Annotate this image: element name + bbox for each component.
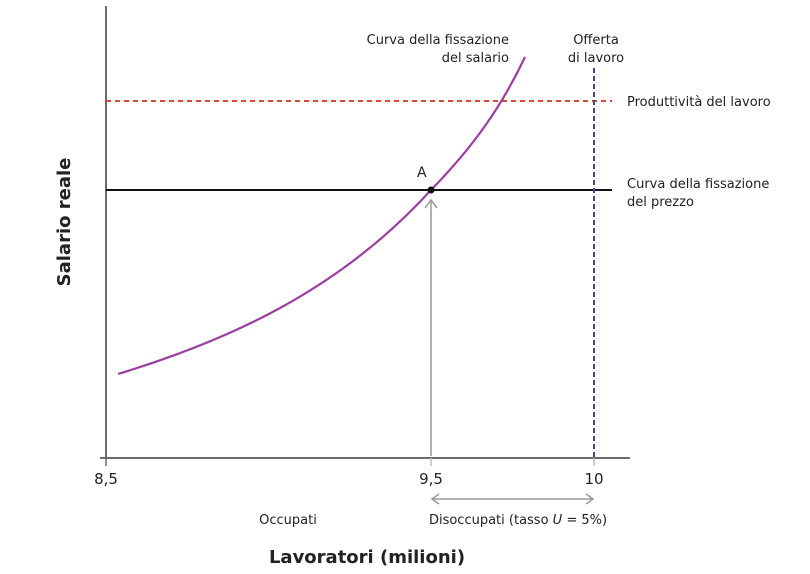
- supply-label-line1: Offerta: [573, 33, 619, 48]
- unemployed-label: Disoccupati (tasso U = 5%): [429, 513, 607, 528]
- point-a-marker: [427, 186, 435, 194]
- x-tick-label-10: 10: [584, 470, 603, 488]
- unemployment-arrow-left-head: [430, 493, 440, 505]
- y-axis-title: Salario reale: [54, 158, 75, 287]
- price-curve-label-line1: Curva della fissazione: [627, 177, 769, 192]
- x-tick-label-8-5: 8,5: [94, 470, 118, 488]
- price-curve-label-line2: del prezzo: [627, 195, 694, 210]
- unemployment-arrow-right-head: [585, 493, 595, 505]
- x-axis-title: Lavoratori (milioni): [269, 547, 465, 568]
- employment-arrow-head: [424, 198, 438, 209]
- wage-curve-label-line2: del salario: [442, 51, 509, 66]
- x-tick-label-9-5: 9,5: [419, 470, 443, 488]
- unemployed-label-suffix: = 5%): [562, 513, 607, 528]
- unemployed-label-prefix: Disoccupati (tasso: [429, 513, 553, 528]
- point-a-label: A: [417, 165, 427, 181]
- unemployed-label-var: U: [553, 513, 563, 528]
- supply-label-line2: di lavoro: [568, 51, 624, 66]
- wage-curve-label-line1: Curva della fissazione: [367, 33, 509, 48]
- employed-label: Occupati: [259, 513, 317, 528]
- wage-setting-curve: [117, 56, 526, 376]
- productivity-label: Produttività del lavoro: [627, 95, 771, 110]
